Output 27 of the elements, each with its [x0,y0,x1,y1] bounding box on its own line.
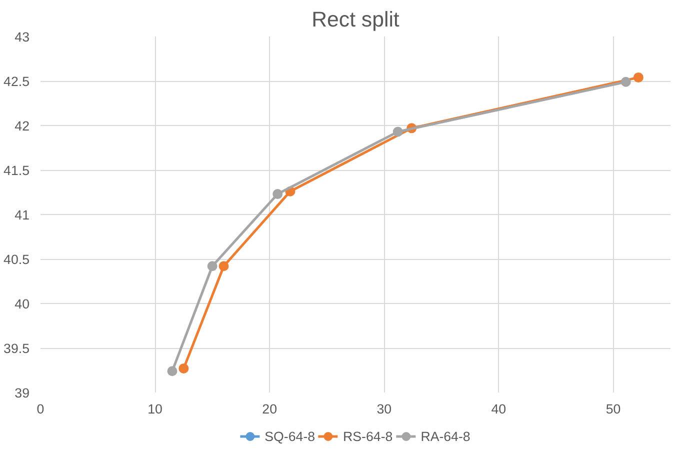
y-tick-label: 43 [14,30,30,44]
point [633,72,644,82]
point [178,363,189,374]
x-tick-label: 20 [262,402,278,416]
point [272,189,283,200]
point [392,126,403,137]
y-tick-label: 40 [14,296,30,312]
chart-title: Rect split [312,8,400,32]
x-tick-label: 30 [376,402,392,416]
y-tick-label: 41 [14,208,30,222]
y-tick-label: 39.5 [4,341,30,356]
y-tick-label: 39 [14,386,30,400]
point [207,261,218,272]
legend-label: RA-64-8 [420,428,470,444]
x-tick-label: 40 [491,402,506,416]
point [218,261,229,272]
y-tick-label: 42.5 [4,74,30,89]
y-tick-label: 41.5 [4,163,30,178]
legend-label: RS-64-8 [343,428,393,444]
x-tick-label: 0 [36,402,44,416]
y-tick-label: 40.5 [4,252,30,267]
point [167,366,178,376]
x-tick-label: 50 [606,402,621,416]
legend-label: SQ-64-8 [264,428,316,444]
x-tick-label: 10 [148,402,162,416]
point [620,76,631,87]
y-tick-label: 42 [14,118,30,134]
